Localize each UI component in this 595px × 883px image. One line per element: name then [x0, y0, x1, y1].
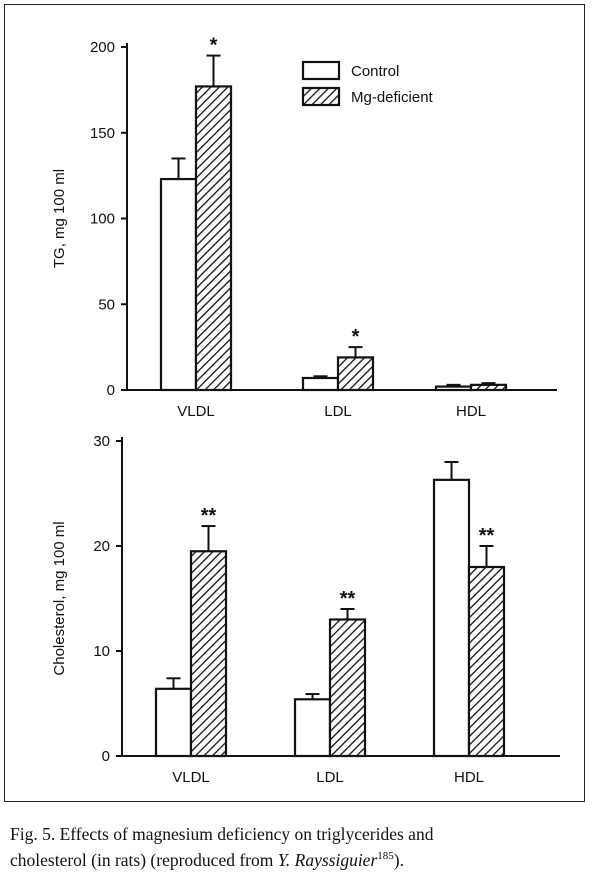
tg-bar-ldl-control: [301, 376, 340, 392]
caption-reference: 185: [377, 850, 394, 862]
tg-bar-hdl-control: [434, 385, 473, 392]
tg-bar-hdl-mg-deficient: [469, 383, 508, 392]
chol-category-label: VLDL: [172, 769, 210, 786]
chol-significance-marker: **: [340, 588, 356, 610]
tg-y-tick-label: 200: [90, 39, 115, 56]
figure-caption: Fig. 5. Effects of magnesium deficiency …: [10, 823, 590, 871]
tg-y-tick-label: 0: [107, 382, 115, 399]
chol-y-tick-label: 30: [93, 433, 110, 450]
caption-line-2-end: ).: [393, 849, 404, 870]
chol-category-label: LDL: [316, 769, 344, 786]
chol-bar-vldl-control: [154, 687, 193, 758]
chol-y-tick-label: 20: [93, 538, 110, 555]
tg-y-tick-label: 50: [98, 296, 115, 313]
chol-bar-ldl-control: [293, 698, 332, 758]
chol-y-tick-label: 0: [102, 748, 110, 765]
tg-bar-ldl-mg-deficient: [336, 356, 375, 392]
chol-y-tick-label: 10: [93, 643, 110, 660]
legend-label-control: Control: [351, 63, 399, 80]
chol-y-axis-label: Cholesterol, mg 100 ml: [51, 521, 68, 675]
figure-frame: [4, 4, 585, 802]
tg-bar-vldl-control: [159, 177, 198, 392]
tg-y-tick-label: 100: [90, 211, 115, 228]
chol-bar-hdl-control: [432, 478, 471, 758]
chol-significance-marker: **: [479, 525, 495, 547]
chol-bar-hdl-mg-deficient: [467, 565, 506, 758]
tg-category-label: VLDL: [177, 403, 215, 420]
caption-line-1: Fig. 5. Effects of magnesium deficiency …: [10, 824, 434, 844]
caption-line-2-start: cholesterol (in rats) (reproduced from: [10, 849, 278, 870]
legend-swatch-control: [301, 60, 341, 81]
tg-category-label: LDL: [324, 403, 352, 420]
chol-significance-marker: **: [201, 505, 217, 527]
legend-label-mg-deficient: Mg-deficient: [351, 89, 434, 106]
caption-author: Y. Rayssiguier: [277, 849, 378, 870]
tg-category-label: HDL: [456, 403, 486, 420]
tg-significance-marker: *: [210, 35, 218, 57]
tg-bar-vldl-mg-deficient: [194, 85, 233, 392]
tg-y-axis-label: TG, mg 100 ml: [51, 169, 68, 268]
tg-significance-marker: *: [352, 326, 360, 348]
chol-bar-vldl-mg-deficient: [189, 550, 228, 758]
chol-bar-ldl-mg-deficient: [328, 618, 367, 758]
legend-swatch-mg-deficient: [301, 86, 341, 107]
chol-category-label: HDL: [454, 769, 484, 786]
tg-y-tick-label: 150: [90, 125, 115, 142]
